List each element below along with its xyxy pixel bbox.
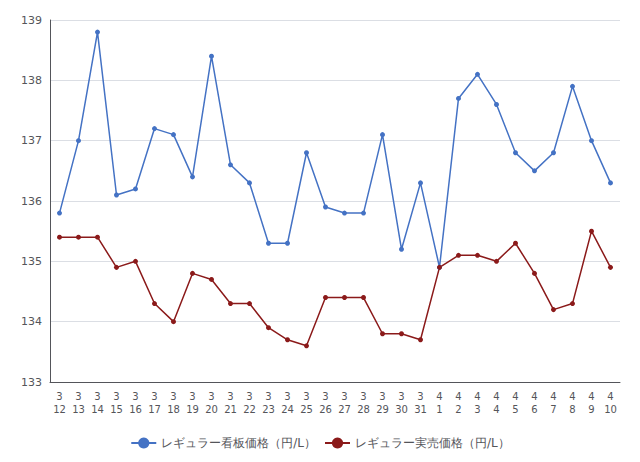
svg-text:30: 30	[395, 404, 408, 415]
svg-text:3: 3	[94, 391, 100, 402]
svg-text:28: 28	[357, 404, 370, 415]
svg-text:16: 16	[129, 404, 142, 415]
svg-text:4: 4	[569, 391, 575, 402]
svg-text:7: 7	[550, 404, 556, 415]
svg-text:3: 3	[303, 391, 309, 402]
svg-text:10: 10	[604, 404, 617, 415]
svg-text:17: 17	[148, 404, 161, 415]
svg-text:3: 3	[151, 391, 157, 402]
svg-text:22: 22	[243, 404, 256, 415]
svg-text:4: 4	[493, 404, 499, 415]
svg-text:3: 3	[227, 391, 233, 402]
svg-text:19: 19	[186, 404, 199, 415]
svg-text:25: 25	[300, 404, 313, 415]
svg-text:3: 3	[113, 391, 119, 402]
svg-text:2: 2	[455, 404, 461, 415]
svg-text:3: 3	[417, 391, 423, 402]
svg-text:138: 138	[21, 74, 42, 87]
svg-text:133: 133	[21, 376, 42, 389]
svg-text:3: 3	[132, 391, 138, 402]
svg-text:14: 14	[91, 404, 104, 415]
svg-text:137: 137	[21, 134, 42, 147]
svg-text:21: 21	[224, 404, 237, 415]
svg-text:134: 134	[21, 315, 42, 328]
svg-text:4: 4	[455, 391, 461, 402]
svg-text:135: 135	[21, 255, 42, 268]
svg-text:3: 3	[75, 391, 81, 402]
svg-text:3: 3	[189, 391, 195, 402]
svg-text:3: 3	[56, 391, 62, 402]
svg-text:3: 3	[284, 391, 290, 402]
svg-text:29: 29	[376, 404, 389, 415]
svg-text:15: 15	[110, 404, 123, 415]
svg-text:レギュラー実売価格（円/L）: レギュラー実売価格（円/L）	[355, 436, 510, 450]
svg-text:4: 4	[531, 391, 537, 402]
svg-text:12: 12	[53, 404, 66, 415]
svg-text:27: 27	[338, 404, 351, 415]
svg-text:3: 3	[170, 391, 176, 402]
svg-text:136: 136	[21, 195, 42, 208]
svg-text:4: 4	[588, 391, 594, 402]
svg-text:4: 4	[474, 391, 480, 402]
svg-text:23: 23	[262, 404, 275, 415]
svg-text:1: 1	[436, 404, 442, 415]
svg-text:3: 3	[379, 391, 385, 402]
svg-text:4: 4	[436, 391, 442, 402]
svg-text:3: 3	[360, 391, 366, 402]
svg-text:4: 4	[550, 391, 556, 402]
svg-text:8: 8	[569, 404, 575, 415]
svg-text:5: 5	[512, 404, 518, 415]
svg-text:24: 24	[281, 404, 294, 415]
svg-text:3: 3	[474, 404, 480, 415]
svg-text:26: 26	[319, 404, 332, 415]
svg-text:3: 3	[341, 391, 347, 402]
svg-text:6: 6	[531, 404, 537, 415]
svg-text:3: 3	[208, 391, 214, 402]
svg-text:139: 139	[21, 14, 42, 27]
svg-text:3: 3	[246, 391, 252, 402]
svg-text:4: 4	[607, 391, 613, 402]
svg-text:20: 20	[205, 404, 218, 415]
svg-text:レギュラー看板価格（円/L）: レギュラー看板価格（円/L）	[161, 436, 316, 450]
svg-text:3: 3	[322, 391, 328, 402]
svg-text:13: 13	[72, 404, 85, 415]
svg-text:18: 18	[167, 404, 180, 415]
svg-text:3: 3	[398, 391, 404, 402]
svg-text:3: 3	[265, 391, 271, 402]
svg-text:31: 31	[414, 404, 427, 415]
svg-text:4: 4	[493, 391, 499, 402]
svg-text:9: 9	[588, 404, 594, 415]
svg-text:4: 4	[512, 391, 518, 402]
